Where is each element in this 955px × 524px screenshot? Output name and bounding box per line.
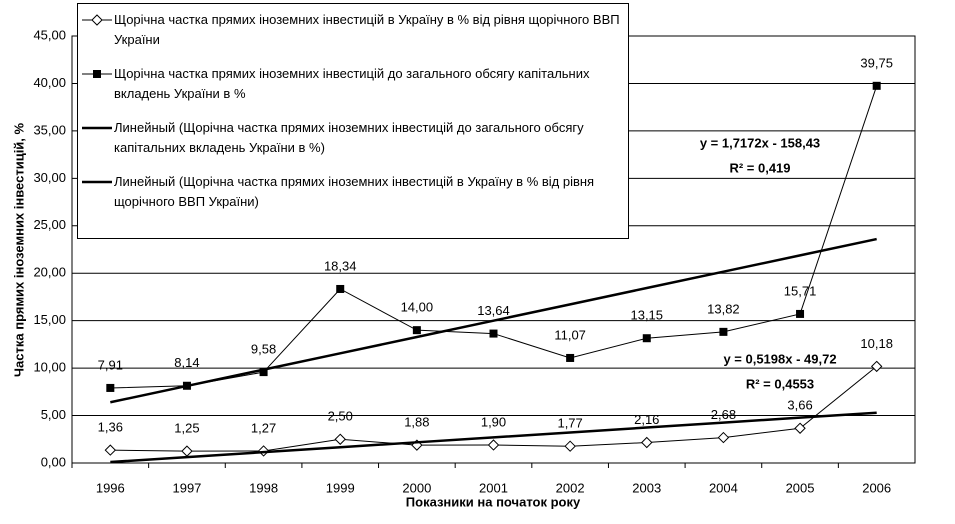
data-point [181, 445, 193, 457]
x-tick-label: 2000 [402, 480, 431, 495]
x-tick-label: 2001 [479, 480, 508, 495]
data-point [564, 440, 576, 452]
data-label: 18,34 [324, 258, 357, 273]
y-tick-label: 30,00 [33, 170, 66, 185]
annotation: y = 1,7172x - 158,43 [700, 135, 820, 150]
legend-icon [82, 14, 112, 26]
data-label: 14,00 [401, 300, 434, 315]
data-point [334, 433, 346, 445]
annotation: y = 0,5198x - 49,72 [723, 351, 836, 366]
legend: Щорічна частка прямих іноземних інвестиц… [77, 3, 629, 239]
x-tick-label: 1997 [172, 480, 201, 495]
legend-icon [82, 180, 112, 184]
y-tick-label: 25,00 [33, 217, 66, 232]
data-label: 2,50 [328, 409, 353, 424]
y-tick-label: 5,00 [41, 407, 66, 422]
data-label: 11,07 [554, 327, 586, 342]
x-tick-label: 1996 [96, 480, 125, 495]
annotation: R² = 0,419 [729, 160, 790, 175]
data-point [872, 81, 881, 90]
data-point [641, 436, 653, 449]
y-tick-label: 10,00 [33, 360, 66, 375]
data-point [106, 383, 115, 392]
data-label: 1,77 [557, 416, 582, 431]
data-point [642, 334, 651, 343]
legend-marker [93, 70, 101, 78]
data-label: 2,68 [711, 407, 736, 422]
x-tick-label: 1999 [326, 480, 355, 495]
data-point [566, 353, 575, 362]
data-point [259, 368, 268, 377]
x-tick-label: 2006 [862, 480, 891, 495]
legend-entry: Щорічна частка прямих іноземних інвестиц… [78, 64, 622, 104]
legend-label: Линейный (Щорічна частка прямих іноземни… [114, 174, 595, 209]
x-tick-label: 2002 [556, 480, 585, 495]
data-label: 2,16 [634, 412, 659, 427]
data-point [870, 360, 883, 373]
data-label: 10,18 [860, 336, 893, 351]
data-label: 39,75 [860, 55, 893, 70]
data-label: 1,25 [174, 421, 199, 436]
y-tick-label: 35,00 [33, 122, 66, 137]
data-point [796, 309, 805, 318]
data-label: 1,90 [481, 414, 506, 429]
x-tick-label: 2004 [709, 480, 738, 495]
legend-entry: Линейный (Щорічна частка прямих іноземни… [78, 172, 622, 212]
legend-label: Линейный (Щорічна частка прямих іноземни… [114, 120, 584, 155]
legend-entry: Щорічна частка прямих іноземних інвестиц… [78, 10, 622, 50]
data-label: 15,71 [784, 283, 817, 298]
data-label: 1,88 [404, 415, 429, 430]
x-tick-label: 2003 [632, 480, 661, 495]
y-tick-label: 15,00 [33, 312, 66, 327]
data-label: 7,91 [98, 357, 123, 372]
data-label: 8,14 [174, 355, 199, 370]
legend-icon [82, 126, 112, 130]
y-tick-label: 0,00 [41, 454, 66, 469]
data-point [719, 327, 728, 336]
data-label: 13,64 [477, 303, 510, 318]
annotation: R² = 0,4553 [746, 376, 814, 391]
trend-line [110, 237, 877, 404]
x-axis-title: Показники на початок року [406, 494, 581, 509]
data-point [104, 444, 117, 456]
legend-marker [91, 14, 103, 26]
data-label: 3,66 [787, 398, 812, 413]
data-label: 13,82 [707, 301, 740, 316]
y-tick-label: 45,00 [33, 27, 66, 42]
legend-icon [82, 70, 112, 78]
data-point [336, 284, 345, 293]
legend-label: Щорічна частка прямих іноземних інвестиц… [114, 66, 590, 101]
legend-entry: Линейный (Щорічна частка прямих іноземни… [78, 118, 622, 158]
y-tick-label: 40,00 [33, 75, 66, 90]
data-label: 13,15 [630, 308, 663, 323]
data-label: 1,36 [98, 420, 123, 435]
y-tick-label: 20,00 [33, 265, 66, 280]
data-label: 9,58 [251, 342, 276, 357]
data-label: 1,27 [251, 420, 276, 435]
data-point [412, 326, 421, 335]
data-point [794, 422, 806, 434]
data-point [717, 431, 730, 444]
legend-label: Щорічна частка прямих іноземних інвестиц… [114, 12, 620, 47]
y-axis-title: Частка прямих іноземних інвестицій, % [11, 122, 26, 377]
x-tick-label: 2005 [786, 480, 815, 495]
x-tick-label: 1998 [249, 480, 278, 495]
data-point [487, 439, 500, 451]
data-point [489, 329, 498, 338]
trend-line [110, 411, 877, 464]
